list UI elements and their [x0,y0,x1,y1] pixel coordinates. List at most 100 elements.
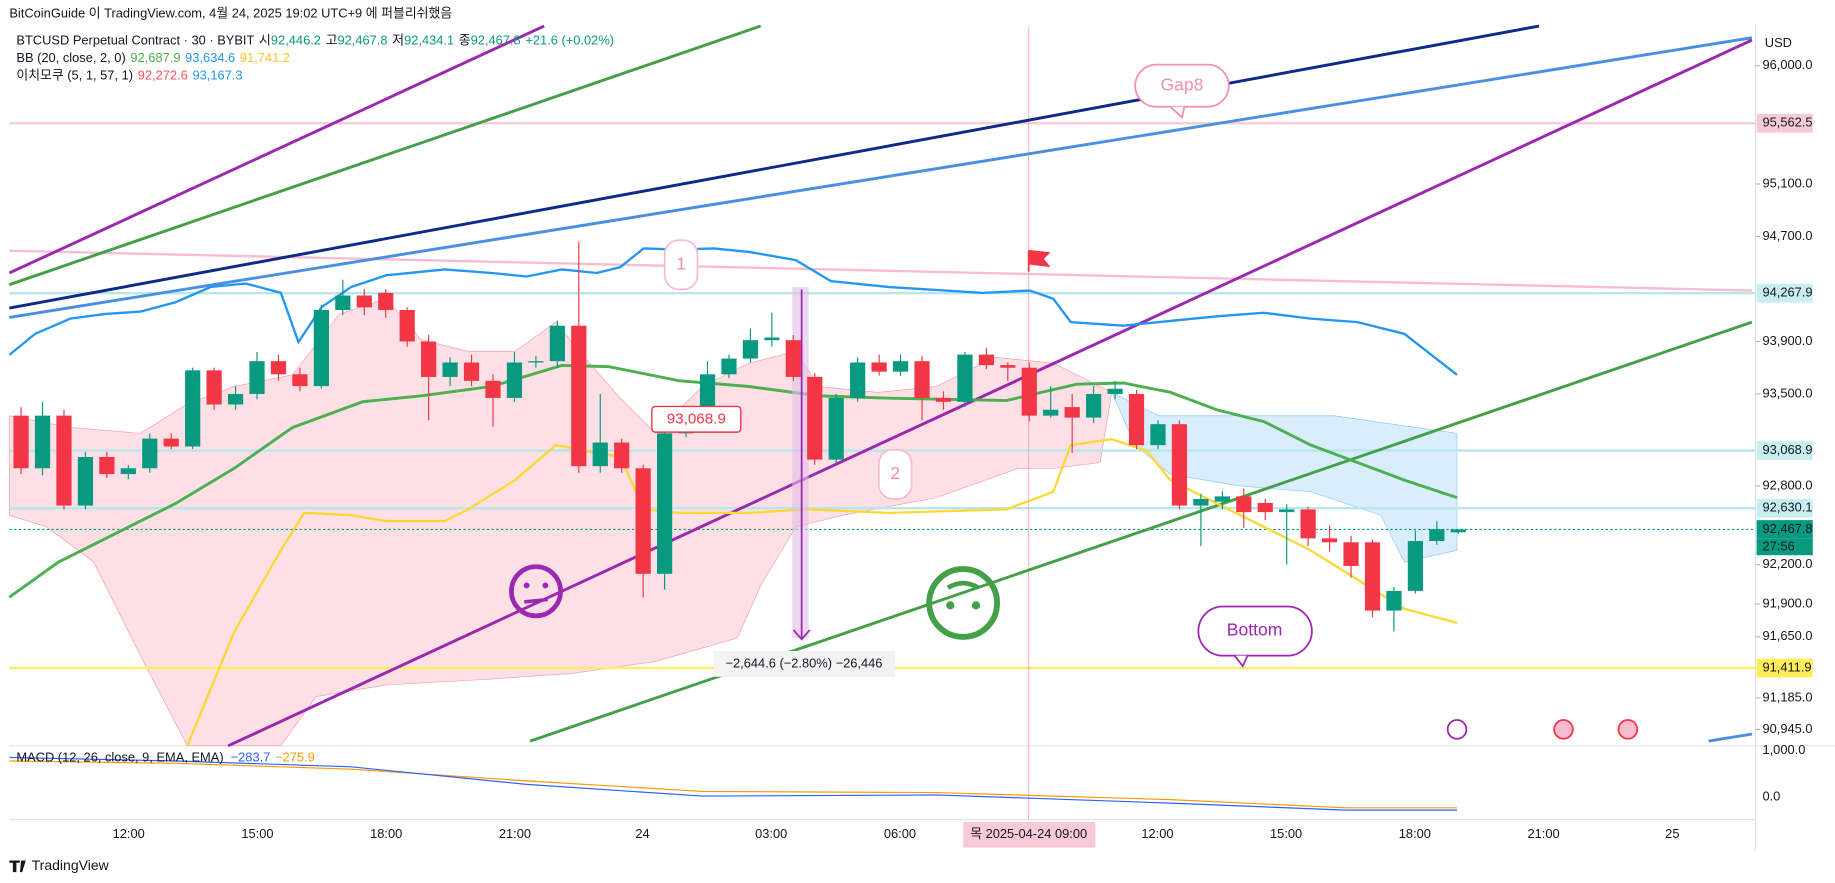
value: 92,434.1 [404,33,454,48]
event-icon [1617,719,1639,740]
candle-body [34,415,51,469]
emoji-face [509,564,563,619]
candle-body [485,380,501,398]
candle-body [142,438,158,469]
price-note-box [651,405,742,433]
value: 92,446.2 [271,33,321,48]
candle-body [656,433,673,574]
y-tick-label: 91,650.0 [1762,628,1812,643]
candle-body [163,438,179,447]
price-label-box [1756,498,1813,518]
crosshair-label-box [963,821,1096,848]
y-tick-label: 90,945.0 [1762,721,1812,736]
candle-body [1279,509,1295,513]
x-tick-label: 06:00 [884,826,916,841]
trend-line [8,24,762,287]
trend-line [9,24,1540,310]
header-title: BitCoinGuide 이 TradingView.com, 4월 24, 2… [9,6,452,21]
candle-body [292,374,308,387]
candle-body [935,397,952,402]
candle-body [892,361,909,372]
value: 93,634.6 [185,50,235,65]
candle-body [99,456,115,475]
crosshair-label: 목 2025-04-24 09:00 [970,826,1087,841]
price-label: 93,068.9 [1762,442,1812,457]
price-label: 92,630.1 [1762,500,1812,515]
value: −283.7 [231,750,271,765]
candle-body [421,341,437,377]
candle-body [828,397,844,460]
x-tick-label: 15:00 [241,826,273,841]
y-tick-label: 96,000.0 [1762,57,1812,72]
candle-body [1086,393,1102,418]
candle-body [313,309,329,387]
macd-tick: 1,000.0 [1762,742,1805,757]
candle-body [571,325,587,467]
candle-body [528,361,544,363]
measure-label-box [713,650,896,677]
candle-body [635,468,651,574]
candle-body [56,415,72,506]
bb-basis [8,363,1458,599]
candle-body [249,361,265,394]
callout-text: Gap8 [1161,74,1204,94]
candle-body [1193,498,1209,506]
y-tick-label: 91,900.0 [1762,595,1812,610]
emoji-eye [971,601,981,610]
price-note: 93,068.9 [667,410,726,427]
candle-body [871,362,887,372]
candle-body [185,370,201,447]
candle-body [721,358,737,375]
emoji-mouth [524,597,548,604]
emoji-face [926,566,1001,640]
emoji-eye [946,601,955,610]
price-label: 91,411.9 [1762,659,1811,674]
x-tick-label: 12:00 [113,826,145,841]
candle-body [1043,409,1059,416]
candle-body [1064,407,1080,418]
event-icon [1446,719,1468,740]
emoji-mouth [946,580,980,590]
x-tick-label: 25 [1665,826,1679,841]
y-tick-label: 94,700.0 [1762,228,1812,243]
price-label-box [1756,113,1813,133]
value: 92,467.8 [337,33,387,48]
label: BB (20, close, 2, 0) [16,50,125,65]
callout-text: Bottom [1227,620,1283,640]
flag [1027,249,1051,272]
candle-body [270,361,287,375]
candle-body [1107,388,1123,394]
candle-body [1214,496,1230,502]
candle-body [1000,365,1016,368]
macd-tick: 0.0 [1762,789,1780,804]
value: 91,741.2 [240,50,290,65]
label: MACD (12, 26, close, 9, EMA, EMA) [16,750,223,765]
label: 이치모쿠 (5, 1, 57, 1) [16,68,133,83]
candle-body [356,295,372,308]
currency: USD [1765,35,1792,50]
trend-line [9,36,1753,319]
candle-body [206,370,222,405]
logo [9,860,26,873]
candle-body [1343,542,1359,566]
y-tick-label: 93,900.0 [1762,333,1812,348]
y-tick-label: 92,200.0 [1762,556,1812,571]
measure-arrow-head [792,629,811,641]
candle-body [1321,538,1338,543]
label: 저 [392,33,404,48]
candle-body [850,362,866,398]
candle-body [1407,541,1424,591]
trend-line [9,249,1752,292]
value: 92,467.8 [471,33,521,48]
trend-line [227,38,1753,748]
candle-body [614,442,630,469]
candle-body [592,442,608,467]
candle-body [442,362,458,377]
footer-brand: TradingView [32,857,110,873]
price-label-box [1756,441,1813,460]
callout [1197,605,1313,657]
candle-body [463,362,480,381]
